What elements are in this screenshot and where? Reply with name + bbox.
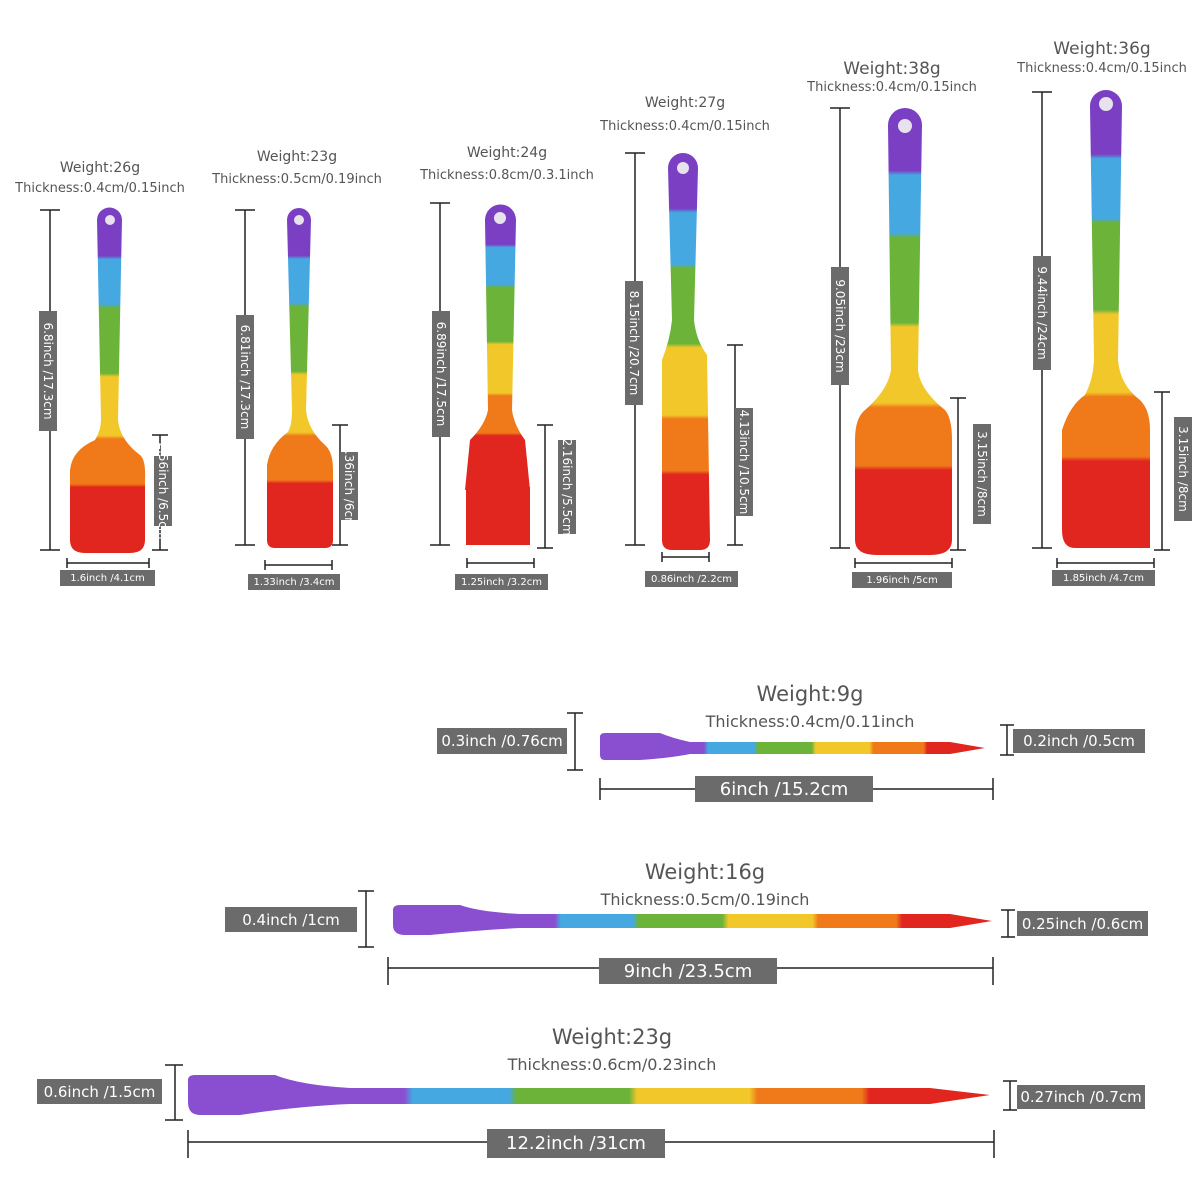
weight-label: Weight:38g bbox=[843, 59, 941, 79]
thickness-label: Thickness:0.4cm/0.11inch bbox=[705, 712, 915, 731]
head-length-label: 2.16inch /5.5cm bbox=[558, 438, 576, 536]
width-label: 1.33inch /3.4cm bbox=[248, 574, 340, 590]
weight-label: Weight:24g bbox=[466, 145, 548, 161]
head-width-label: 0.4inch /1cm bbox=[225, 907, 357, 932]
thickness-label: Thickness:0.4cm/0.15inch bbox=[600, 119, 770, 134]
weight-label: Weight:27g bbox=[644, 95, 726, 111]
spatula-6 bbox=[1062, 90, 1150, 548]
head-length-label: 3.15inch /8cm bbox=[973, 424, 991, 524]
head-length-label: 4.13inch /10.5cm bbox=[735, 408, 753, 516]
length-label: 9inch /23.5cm bbox=[599, 958, 777, 984]
vertical-spatulas bbox=[70, 90, 1150, 555]
width-label: 0.86inch /2.2cm bbox=[645, 571, 738, 587]
spatula-4 bbox=[662, 153, 710, 550]
width-label: 1.25inch /3.2cm bbox=[455, 574, 548, 590]
length-label: 8.15inch /20.7cm bbox=[625, 281, 643, 405]
head-width-label: 0.3inch /0.76cm bbox=[437, 728, 567, 754]
mini-spatula-2 bbox=[393, 905, 992, 935]
length-label: 6.81inch /17.3cm bbox=[236, 315, 254, 439]
weight-label: Weight:26g bbox=[59, 160, 141, 176]
tip-width-label: 0.2inch /0.5cm bbox=[1013, 729, 1145, 753]
hang-holes bbox=[105, 97, 1113, 225]
tip-width-label: 0.25inch /0.6cm bbox=[1017, 911, 1148, 936]
thickness-label: Thickness:0.5cm/0.19inch bbox=[600, 890, 810, 909]
spatula-2 bbox=[267, 208, 333, 548]
weight-label: Weight:9g bbox=[756, 682, 864, 706]
thickness-label: Thickness:0.8cm/0.3.1inch bbox=[420, 168, 594, 183]
thickness-label: Thickness:0.4cm/0.15inch bbox=[15, 181, 185, 196]
thickness-label: Thickness:0.6cm/0.23inch bbox=[507, 1055, 717, 1074]
length-label: 9.44inch /24cm bbox=[1033, 256, 1051, 370]
spatula-1 bbox=[70, 207, 146, 553]
width-label: 1.6inch /4.1cm bbox=[60, 570, 155, 586]
spatula-5 bbox=[855, 108, 952, 555]
weight-label: Weight:16g bbox=[644, 860, 766, 884]
length-label: 6.8inch /17.3cm bbox=[39, 311, 57, 431]
width-label: 1.96inch /5cm bbox=[852, 572, 952, 588]
width-label: 1.85inch /4.7cm bbox=[1052, 570, 1155, 586]
length-label: 6.89inch /17.5cm bbox=[432, 311, 450, 437]
head-length-label: 3.15inch /8cm bbox=[1174, 417, 1192, 521]
dimension-lines bbox=[40, 91, 1170, 1158]
head-length-label: 2.36inch /6cm bbox=[340, 443, 358, 529]
brush bbox=[465, 204, 530, 490]
length-label: 12.2inch /31cm bbox=[487, 1129, 665, 1158]
head-width-label: 0.6inch /1.5cm bbox=[37, 1079, 162, 1104]
thickness-label: Thickness:0.4cm/0.15inch bbox=[1017, 61, 1187, 76]
mini-spatula-3 bbox=[188, 1075, 990, 1115]
length-label: 9.05inch /23cm bbox=[831, 267, 849, 385]
thickness-label: Thickness:0.4cm/0.15inch bbox=[807, 80, 977, 95]
tip-width-label: 0.27inch /0.7cm bbox=[1017, 1085, 1145, 1109]
length-label: 6inch /15.2cm bbox=[695, 776, 873, 802]
horizontal-spatulas bbox=[188, 733, 992, 1115]
mini-spatula-1 bbox=[600, 733, 985, 760]
thickness-label: Thickness:0.5cm/0.19inch bbox=[212, 172, 382, 187]
weight-label: Weight:23g bbox=[551, 1025, 673, 1049]
brush-bristles bbox=[466, 487, 530, 545]
head-length-label: 2.56inch /6.5cm bbox=[154, 442, 172, 540]
weight-label: Weight:23g bbox=[256, 149, 338, 165]
weight-label: Weight:36g bbox=[1053, 39, 1151, 59]
